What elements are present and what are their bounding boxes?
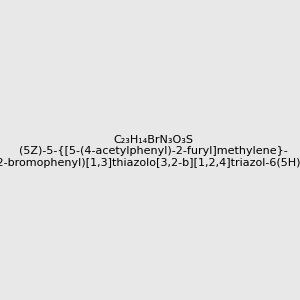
Text: C₂₃H₁₄BrN₃O₃S
(5Z)-5-{[5-(4-acetylphenyl)-2-furyl]methylene}-
2-(2-bromophenyl)[: C₂₃H₁₄BrN₃O₃S (5Z)-5-{[5-(4-acetylphenyl…: [0, 135, 300, 168]
